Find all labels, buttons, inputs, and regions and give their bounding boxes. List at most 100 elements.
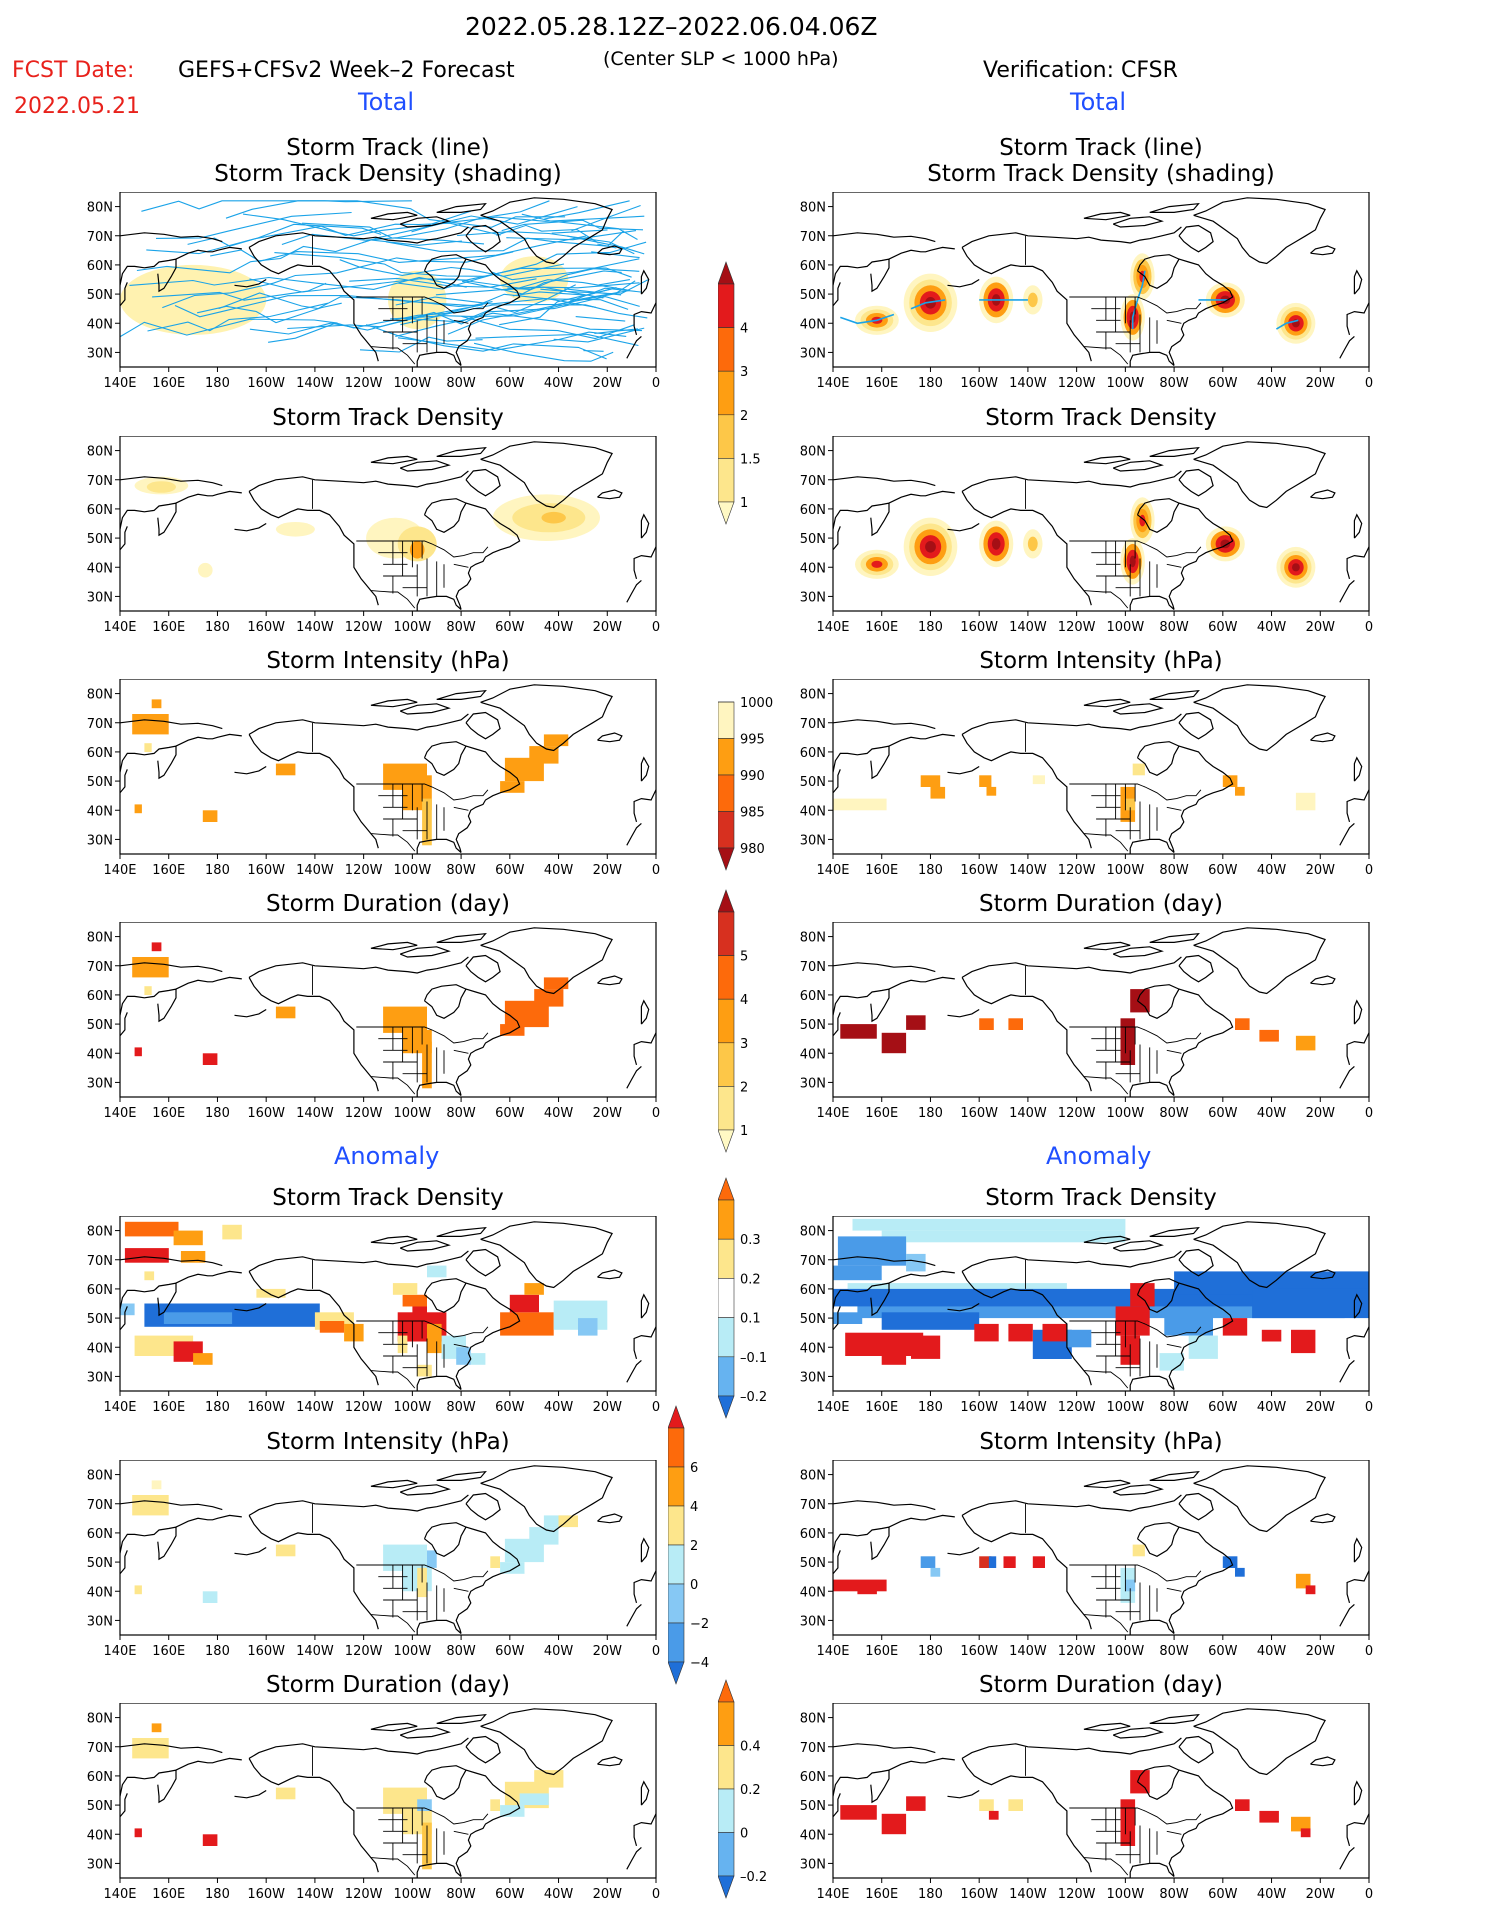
field-cell [529,746,559,764]
map-panel-r2-c0: 80N 70N 60N 50N 40N 30N 140E 160E 180 160W 140W 120… [87,679,660,878]
field-cell [1008,1018,1023,1030]
field-cell [1305,1585,1316,1595]
field-cell [857,1585,877,1595]
lon-tick-label: 160E [865,1106,898,1121]
field-cell [852,1218,1126,1231]
colorbar-intensity-total: 1000 995 990 985 980 [718,696,773,871]
track-line [249,267,632,293]
lon-tick-label: 160W [247,1400,285,1415]
field-cell [1291,1816,1311,1832]
field-cell [534,989,564,1007]
field-cell [974,1323,999,1342]
colorbar-label: 0 [690,1578,698,1593]
lat-tick-label: 30N [800,1614,826,1629]
lat-tick-label: 60N [87,1283,113,1298]
lon-tick-label: 140E [816,863,849,878]
track-line [147,302,329,332]
field-cell [988,1810,999,1820]
field-cell [222,1224,242,1240]
lon-tick-label: 60W [1208,620,1238,635]
map-panel-r4-c1: 80N 70N 60N 50N 40N 30N 140E 160E 180 160W 140W 120… [800,1216,1373,1415]
lon-tick-label: 120W [1058,376,1096,391]
colorbar-segment [718,1745,735,1790]
track-line [591,251,640,259]
lat-tick-label: 80N [87,201,113,216]
lon-tick-label: 160W [247,1644,285,1659]
map-panel-r5-c0: 80N 70N 60N 50N 40N 30N 140E 160E 180 160W 140W 120… [87,1460,660,1659]
field-cell [132,714,169,735]
colorbar-segment [668,1427,685,1468]
field-shading [833,1544,1316,1603]
lon-tick-label: 40W [1257,1106,1287,1121]
lon-tick-label: 60W [495,1106,525,1121]
field-cell [132,957,169,978]
field-cell [1235,1018,1250,1030]
colorbar-label: 1.5 [740,452,761,467]
lat-tick-label: 70N [87,717,113,732]
lat-tick-label: 80N [800,201,826,216]
map-panel-r4-c0: 80N 70N 60N 50N 40N 30N 140E 160E 180 160W 140W 120… [87,1216,660,1415]
coastlines [833,927,1369,1097]
colorbar-segment [718,1278,735,1318]
track-line [162,251,514,309]
lat-tick-label: 80N [87,1225,113,1240]
track-line [598,279,630,286]
field-cell [1259,1810,1279,1823]
field-cell [1042,1323,1067,1342]
lon-tick-label: 80W [446,1106,476,1121]
lon-tick-label: 140E [103,1644,136,1659]
panel-frame [832,436,1370,612]
lat-tick-label: 50N [87,1018,113,1033]
lat-tick-label: 30N [87,346,113,361]
track-line [141,200,412,212]
colorbar-segment [718,1086,735,1131]
track-line [491,258,640,281]
colorbar-segment [718,911,735,956]
field-cell [920,1556,936,1568]
lat-tick-label: 70N [800,1741,826,1756]
lon-tick-label: 100W [394,376,432,391]
track-line [152,282,327,301]
field-cell [120,1303,135,1316]
lon-tick-label: 20W [1306,1887,1336,1902]
lon-tick-label: 100W [394,1644,432,1659]
field-cell [1222,1556,1238,1568]
colorbar-label: –0.2 [740,1390,767,1405]
lon-tick-label: 140W [296,620,334,635]
lat-tick-label: 80N [800,1712,826,1727]
colorbar-segment [718,261,735,285]
track-line [475,333,639,347]
field-cell [1300,1828,1311,1838]
colorbar-duration-anom: 0.40.20–0.2–0.4 [718,1679,767,1899]
track-line [120,318,338,337]
track-line [436,278,630,291]
colorbar-segment [718,327,735,372]
track-line [302,222,485,245]
lat-tick-label: 80N [87,688,113,703]
field-cell [392,1283,418,1295]
field-cell [1174,1271,1369,1295]
track-line [210,235,587,263]
lat-tick-label: 40N [800,561,826,576]
colorbar-segment [718,370,735,416]
field-blob [409,541,425,559]
track-line [397,241,647,290]
field-cell [470,1353,486,1365]
field-cell [500,1562,525,1574]
field-cell [881,1032,907,1054]
lat-tick-label: 80N [800,445,826,460]
model-label: GEFS+CFSv2 Week–2 Forecast [178,58,515,83]
colorbar-label: 0 [740,1827,748,1842]
lat-tick-label: 80N [800,931,826,946]
lon-tick-label: 100W [1107,1106,1145,1121]
field-cell [427,1550,437,1568]
lon-tick-label: 0 [652,620,660,635]
lon-tick-label: 140E [103,376,136,391]
lon-tick-label: 160W [247,620,285,635]
field-shading [132,1480,578,1603]
lon-tick-label: 60W [495,620,525,635]
track-line [521,213,638,240]
field-cell [124,1221,179,1237]
anomaly-section-left: Anomaly [334,1142,440,1170]
